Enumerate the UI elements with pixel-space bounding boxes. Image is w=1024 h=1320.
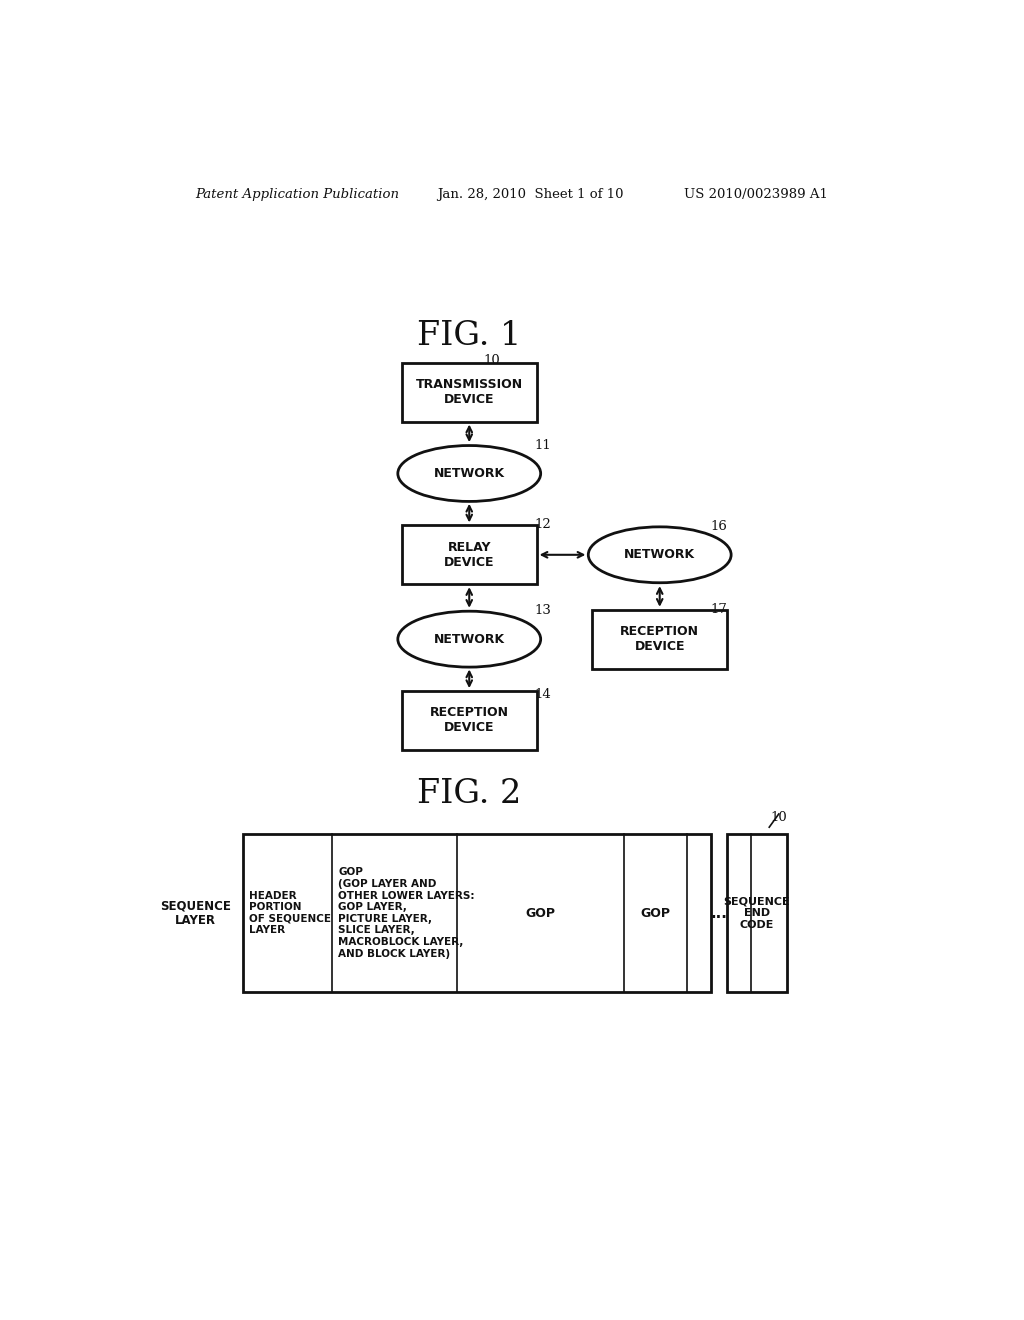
FancyBboxPatch shape	[401, 525, 537, 585]
Text: FIG. 2: FIG. 2	[417, 777, 521, 809]
Text: GOP
(GOP LAYER AND
OTHER LOWER LAYERS:
GOP LAYER,
PICTURE LAYER,
SLICE LAYER,
MA: GOP (GOP LAYER AND OTHER LOWER LAYERS: G…	[338, 867, 475, 958]
Text: RELAY
DEVICE: RELAY DEVICE	[444, 541, 495, 569]
FancyBboxPatch shape	[727, 834, 786, 991]
FancyBboxPatch shape	[401, 690, 537, 750]
Ellipse shape	[588, 527, 731, 582]
Text: HEADER
PORTION
OF SEQUENCE
LAYER: HEADER PORTION OF SEQUENCE LAYER	[250, 891, 332, 936]
Text: RECEPTION
DEVICE: RECEPTION DEVICE	[430, 706, 509, 734]
Text: 11: 11	[535, 438, 551, 451]
Text: Patent Application Publication: Patent Application Publication	[196, 189, 399, 202]
Text: 12: 12	[535, 517, 551, 531]
Text: NETWORK: NETWORK	[625, 548, 695, 561]
Text: 10: 10	[483, 354, 501, 367]
Text: 14: 14	[535, 688, 551, 701]
Ellipse shape	[397, 611, 541, 667]
Text: FIG. 1: FIG. 1	[417, 321, 521, 352]
Ellipse shape	[397, 446, 541, 502]
Text: GOP: GOP	[641, 907, 671, 920]
Text: RECEPTION
DEVICE: RECEPTION DEVICE	[621, 626, 699, 653]
Text: SEQUENCE
END
CODE: SEQUENCE END CODE	[724, 896, 791, 929]
Text: NETWORK: NETWORK	[434, 467, 505, 480]
FancyBboxPatch shape	[401, 363, 537, 421]
Text: TRANSMISSION
DEVICE: TRANSMISSION DEVICE	[416, 378, 523, 407]
Text: Jan. 28, 2010  Sheet 1 of 10: Jan. 28, 2010 Sheet 1 of 10	[437, 189, 624, 202]
Text: 16: 16	[711, 520, 727, 533]
Text: SEQUENCE
LAYER: SEQUENCE LAYER	[161, 899, 231, 927]
Text: GOP: GOP	[525, 907, 556, 920]
Text: US 2010/0023989 A1: US 2010/0023989 A1	[684, 189, 827, 202]
Text: NETWORK: NETWORK	[434, 632, 505, 645]
Text: 17: 17	[711, 603, 727, 616]
FancyBboxPatch shape	[243, 834, 712, 991]
Text: 13: 13	[535, 605, 551, 618]
Text: 10: 10	[771, 812, 787, 824]
Text: ...: ...	[711, 906, 728, 920]
FancyBboxPatch shape	[592, 610, 727, 669]
